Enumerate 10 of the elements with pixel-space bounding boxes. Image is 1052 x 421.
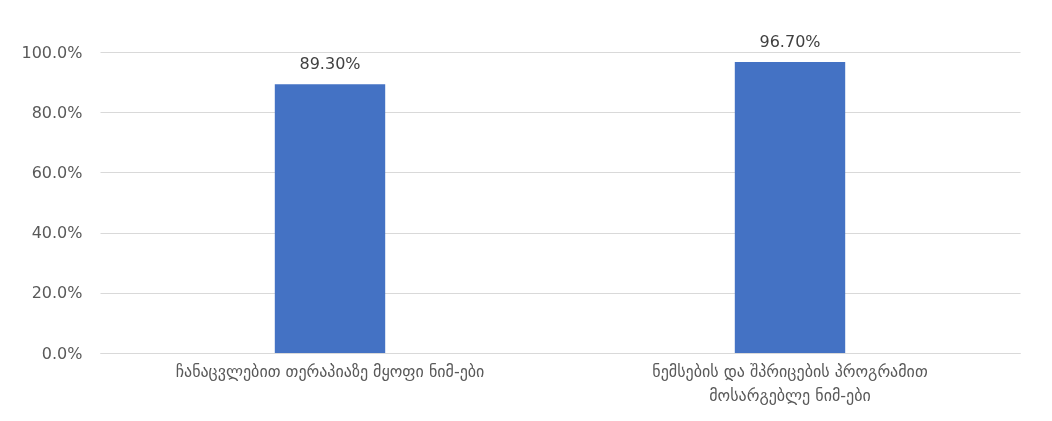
x-tick-label: ნემსების და შპრიცების პროგრამით მოსარგებლე ნიმ-ები [652,361,928,405]
text: 96.70% [759,31,821,51]
y-tick-label: 20.0% [31,283,83,303]
y-tick-label: 100.0% [21,42,83,62]
y-tick-label: 0.0% [41,343,83,363]
y-tick-label: 40.0% [31,223,83,243]
y-tick-label: 60.0% [31,162,83,182]
x-tick-label: ჩანაცვლებით თერაპიაზე მყოფი ნიმ-ები [175,361,485,381]
y-tick-label: 80.0% [31,102,83,122]
text: 89.30% [299,54,361,74]
